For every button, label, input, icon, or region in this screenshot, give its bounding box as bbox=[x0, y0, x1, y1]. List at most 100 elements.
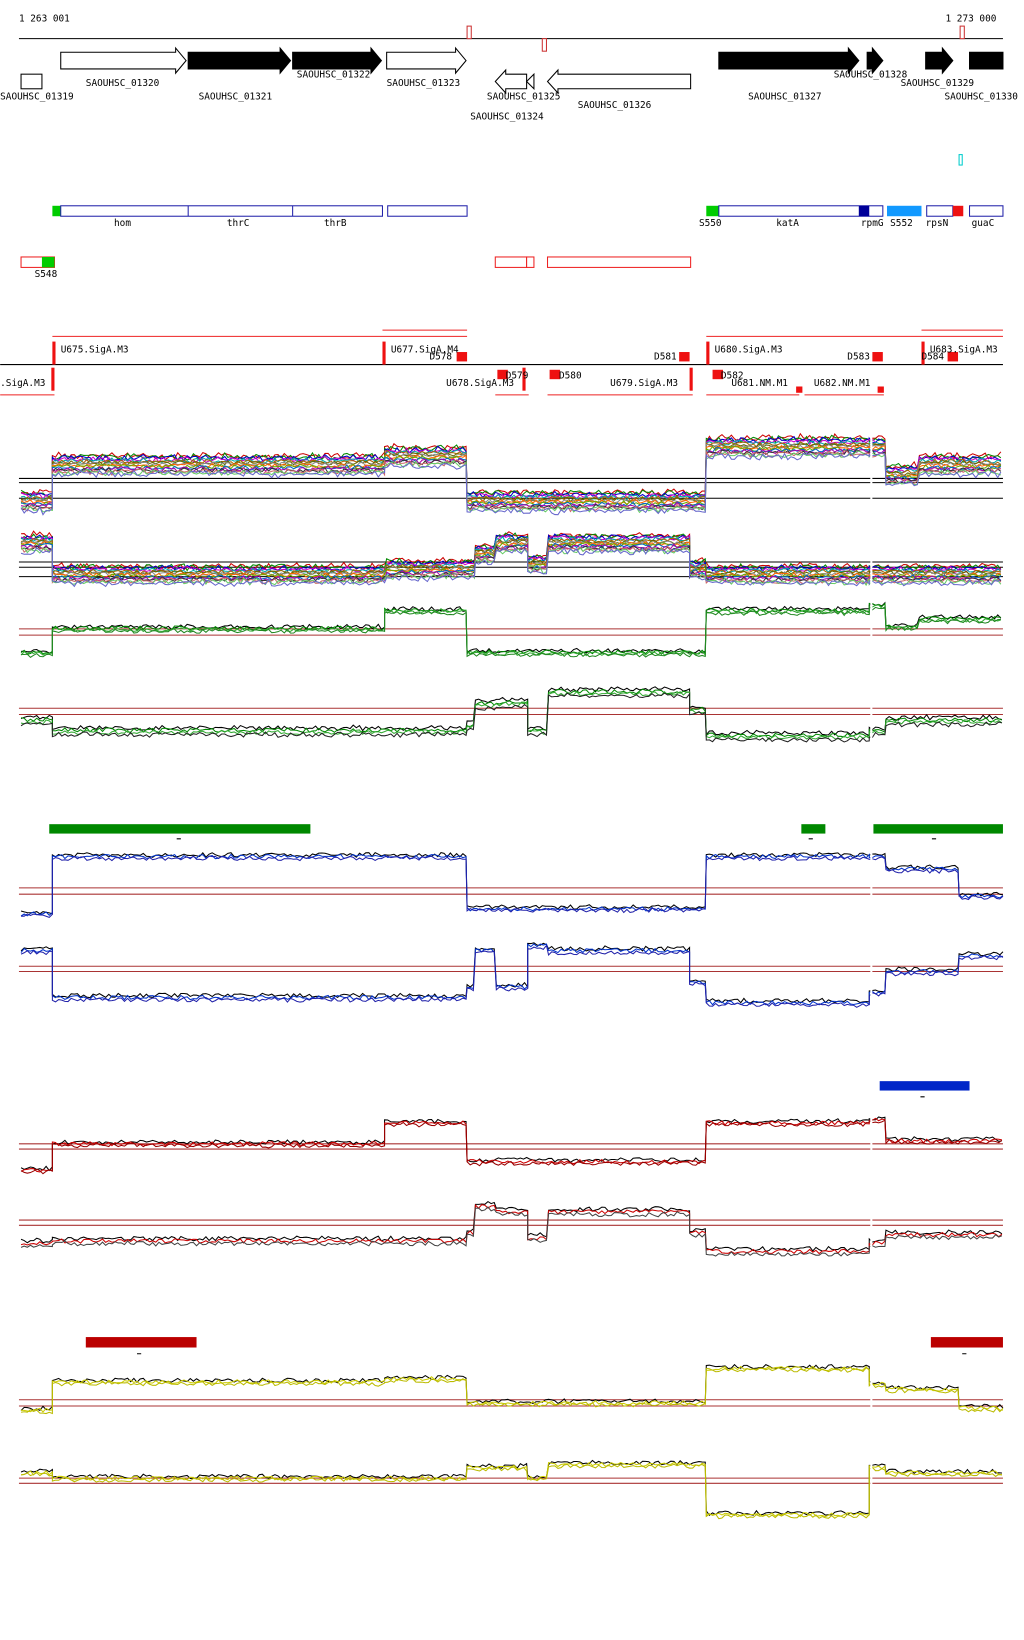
expression-line bbox=[20, 448, 1002, 511]
expression-line bbox=[20, 545, 1002, 585]
gene-label: SAOUHSC_01323 bbox=[387, 78, 460, 89]
condition-bar bbox=[879, 1081, 970, 1091]
expression-line bbox=[20, 443, 1002, 504]
condition-bar bbox=[85, 1337, 197, 1348]
expression-line bbox=[20, 1206, 1003, 1257]
gene-label: SAOUHSC_01325 bbox=[487, 92, 561, 103]
promoter-label: U680.SigA.M3 bbox=[715, 344, 783, 355]
feature-label: thrB bbox=[324, 218, 347, 229]
feature bbox=[958, 154, 963, 166]
expression-line bbox=[20, 851, 1004, 915]
gene bbox=[546, 68, 692, 95]
start-coord: 1 263 001 bbox=[19, 13, 70, 24]
promoter bbox=[522, 367, 526, 391]
expression-line bbox=[21, 1365, 1003, 1413]
promoter bbox=[877, 386, 884, 393]
terminator bbox=[679, 352, 690, 362]
end-coord: 1 273 000 bbox=[946, 13, 997, 24]
expression-line bbox=[20, 686, 1003, 737]
gene bbox=[494, 68, 528, 95]
terminator bbox=[712, 369, 724, 380]
expression-line bbox=[20, 1203, 1003, 1255]
feature bbox=[952, 205, 964, 217]
gene-label: SAOUHSC_01324 bbox=[470, 111, 544, 122]
feature bbox=[387, 205, 468, 217]
expression-line bbox=[20, 1200, 1003, 1253]
feature bbox=[718, 205, 884, 217]
expression-line bbox=[21, 449, 1001, 513]
promoter bbox=[382, 341, 386, 365]
ruler-mark bbox=[466, 25, 472, 40]
feature-label: hom bbox=[114, 218, 131, 229]
feature-label: S550 bbox=[699, 218, 722, 229]
gene bbox=[386, 46, 467, 75]
genes bbox=[20, 46, 1004, 95]
gene bbox=[187, 46, 292, 75]
condition-bar bbox=[873, 824, 1003, 834]
expression-line bbox=[20, 1119, 1003, 1175]
gene-labels: SAOUHSC_01319 SAOUHSC_01320 SAOUHSC_0132… bbox=[0, 70, 1018, 123]
feature bbox=[969, 205, 1004, 217]
feature bbox=[41, 256, 55, 268]
expression-line bbox=[20, 692, 1003, 743]
promoter-label: D579 bbox=[506, 371, 529, 382]
gene bbox=[20, 73, 43, 90]
terminator bbox=[549, 369, 561, 380]
expression-line bbox=[20, 688, 1003, 738]
feature bbox=[52, 205, 61, 217]
gene-label: SAOUHSC_01327 bbox=[748, 92, 822, 103]
promoter-marks bbox=[51, 341, 959, 393]
expression-line bbox=[20, 451, 1002, 516]
expression-line bbox=[20, 1463, 1003, 1520]
expression-line bbox=[20, 544, 1002, 584]
expression-line bbox=[20, 538, 1002, 576]
condition-bars bbox=[49, 824, 1003, 1355]
promoter-label: D584 bbox=[921, 352, 944, 363]
feature-label: S548 bbox=[35, 269, 58, 280]
ruler-mark bbox=[541, 38, 547, 52]
gene-label: SAOUHSC_01328 bbox=[834, 70, 908, 81]
promoter-label: U675.SigA.M3 bbox=[61, 344, 129, 355]
feature bbox=[546, 256, 692, 268]
promoter-label: .SigA.M3 bbox=[0, 378, 45, 389]
promoter bbox=[689, 367, 693, 391]
promoter-labels: U675.SigA.M3 U677.SigA.M4 D578 D579 D580… bbox=[0, 344, 998, 388]
gene bbox=[718, 46, 860, 75]
ruler-mark bbox=[959, 25, 965, 40]
expression-line bbox=[20, 444, 1001, 505]
expression-line bbox=[20, 546, 1002, 588]
gene bbox=[866, 46, 884, 75]
expression-line bbox=[21, 605, 1001, 659]
terminator bbox=[872, 352, 883, 362]
gene-label: SAOUHSC_01320 bbox=[86, 78, 160, 89]
feature bbox=[526, 256, 535, 268]
features: hom thrC thrB S550 katA rpmG S552 rpsN g… bbox=[20, 154, 1004, 280]
feature bbox=[706, 205, 719, 217]
expression-line bbox=[20, 450, 1002, 514]
feature-label: rpmG bbox=[861, 218, 884, 229]
condition-bar bbox=[930, 1337, 1003, 1348]
feature-label: guaC bbox=[972, 218, 995, 229]
promoter-label: U677.SigA.M4 bbox=[391, 344, 459, 355]
promoter bbox=[51, 367, 55, 391]
condition-bar bbox=[49, 824, 311, 834]
expression-tracks bbox=[18, 431, 1004, 1531]
feature bbox=[926, 205, 954, 217]
expression-line bbox=[20, 942, 1004, 1004]
expression-line bbox=[20, 435, 1002, 499]
feature bbox=[887, 205, 922, 217]
expression-line bbox=[20, 532, 1002, 572]
promoter bbox=[706, 341, 710, 365]
promoter-label: U678.SigA.M3 bbox=[446, 378, 514, 389]
terminator bbox=[497, 369, 508, 380]
expression-line bbox=[20, 944, 1004, 1008]
expression-line bbox=[20, 1461, 1003, 1518]
gene-label: SAOUHSC_01319 bbox=[0, 92, 74, 103]
gene-label: SAOUHSC_01322 bbox=[297, 70, 371, 81]
promoter bbox=[921, 341, 925, 365]
feature bbox=[858, 205, 870, 217]
gene bbox=[292, 46, 383, 75]
ruler: 1 263 001 1 273 000 bbox=[19, 13, 1003, 52]
